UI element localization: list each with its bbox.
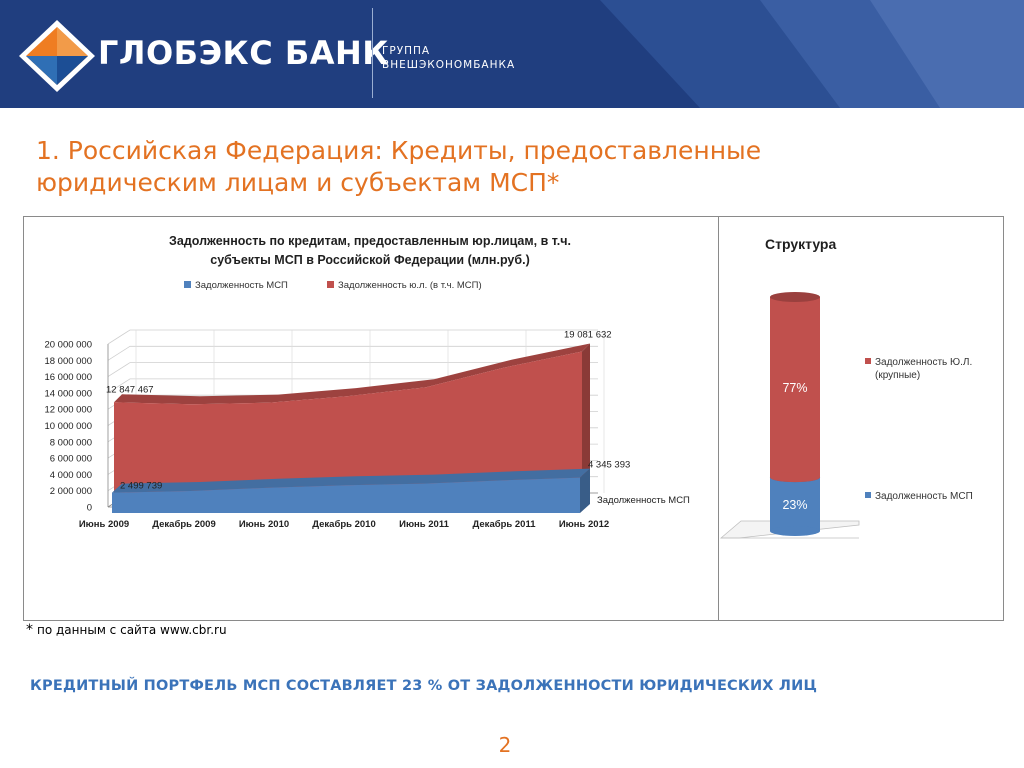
structure-legend-label-ul: Задолженность Ю.Л. (крупные)	[875, 357, 972, 381]
gridline	[107, 329, 598, 345]
structure-segment-msp-label: 23%	[782, 498, 807, 512]
legend-label-ul: Задолженность ю.л. (в т.ч. МСП)	[338, 280, 482, 291]
structure-chart: Структура 23% 77% Задолженность Ю.Л. (крупны…	[719, 236, 973, 539]
x-tick-label: Декабрь 2011	[473, 519, 537, 530]
x-tick-label: Июнь 2010	[239, 519, 289, 530]
structure-segment-msp-bottom	[770, 526, 820, 536]
y-tick-label: 12 000 000	[44, 405, 92, 416]
series-ul-area-side	[582, 343, 590, 507]
slide-title: 1. Российская Федерация: Кредиты, предос…	[36, 135, 936, 199]
y-tick-label: 10 000 000	[44, 421, 92, 432]
structure-segment-ul: 77%	[770, 292, 820, 483]
chart-title-line-2: субъекты МСП в Российской Федерации (млн…	[210, 253, 529, 267]
diamond-logo-icon	[19, 20, 95, 92]
series-annotation-msp: Задолженность МСП	[597, 495, 690, 506]
y-tick-label: 8 000 000	[50, 437, 92, 448]
structure-segment-ul-bottom	[770, 472, 820, 483]
header-band: ГЛОБЭКС БАНК ГРУППА ВНЕШЭКОНОМБАНКА	[0, 0, 1024, 108]
brand-name: ГЛОБЭКС БАНК	[98, 34, 389, 72]
structure-segment-ul-label: 77%	[782, 381, 807, 395]
header-divider	[372, 8, 373, 98]
y-tick-label: 18 000 000	[44, 356, 92, 367]
page-number: 2	[498, 733, 512, 757]
footnote: * по данным с сайта www.cbr.ru	[26, 622, 227, 638]
structure-legend-swatch-msp	[865, 492, 871, 498]
y-tick-label: 0	[87, 503, 92, 514]
area-chart: Задолженность по кредитам, предоставленн…	[44, 234, 690, 530]
structure-segment-msp-body	[770, 477, 820, 531]
x-tick-label: Июнь 2012	[559, 519, 609, 530]
group-caption: ГРУППА ВНЕШЭКОНОМБАНКА	[382, 44, 515, 72]
gridline	[107, 362, 598, 377]
series-msp-front	[112, 477, 580, 513]
y-tick-label: 16 000 000	[44, 372, 92, 383]
series-ul-area-top	[114, 343, 590, 405]
data-label-msp-last: 4 345 393	[588, 460, 630, 471]
chart-title-line-1: Задолженность по кредитам, предоставленн…	[169, 234, 571, 248]
y-tick-label: 20 000 000	[44, 340, 92, 351]
slide-title-line-2: юридическим лицам и субъектам МСП*	[36, 168, 560, 197]
structure-segment-ul-body	[770, 297, 820, 478]
x-tick-label: Декабрь 2009	[152, 519, 216, 530]
conclusion-text: КРЕДИТНЫЙ ПОРТФЕЛЬ МСП СОСТАВЛЯЕТ 23 % О…	[30, 678, 818, 694]
series-ul-area	[113, 343, 590, 507]
x-tick-label: Июнь 2009	[79, 519, 129, 530]
series-msp-side	[580, 468, 590, 513]
data-label-msp-first: 2 499 739	[120, 481, 162, 492]
x-tick-label: Июнь 2011	[399, 519, 449, 530]
group-line-2: ВНЕШЭКОНОМБАНКА	[382, 59, 516, 71]
footnote-star: *	[26, 622, 33, 638]
series-msp-top	[112, 468, 590, 493]
y-tick-label: 6 000 000	[50, 454, 92, 465]
structure-segment-ul-top	[770, 292, 820, 302]
data-label-ul-first: 12 847 467	[106, 384, 154, 395]
data-label-ul-last: 19 081 632	[564, 329, 612, 340]
group-line-1: ГРУППА	[382, 45, 431, 57]
y-tick-label: 14 000 000	[44, 388, 92, 399]
y-tick-label: 2 000 000	[50, 486, 92, 497]
slide-title-line-1: 1. Российская Федерация: Кредиты, предос…	[36, 136, 762, 165]
footnote-text: по данным с сайта www.cbr.ru	[37, 623, 227, 637]
structure-legend-swatch-ul	[865, 358, 871, 364]
area-chart-panel: Задолженность по кредитам, предоставленн…	[23, 216, 722, 621]
legend-swatch-msp	[184, 281, 191, 288]
series-ul-area-front	[114, 351, 582, 507]
series-msp-area	[112, 468, 590, 513]
y-tick-label: 4 000 000	[50, 470, 92, 481]
structure-legend-label-msp: Задолженность МСП	[875, 491, 973, 502]
structure-chart-panel: Структура 23% 77% Задолженность Ю.Л. (крупны…	[718, 216, 1004, 621]
structure-title: Структура	[765, 236, 836, 252]
legend-swatch-ul	[327, 281, 334, 288]
x-tick-label: Декабрь 2010	[312, 519, 376, 530]
gridline	[107, 345, 598, 361]
legend-label-msp: Задолженность МСП	[195, 280, 288, 291]
header-background-shape	[19, 0, 1024, 108]
